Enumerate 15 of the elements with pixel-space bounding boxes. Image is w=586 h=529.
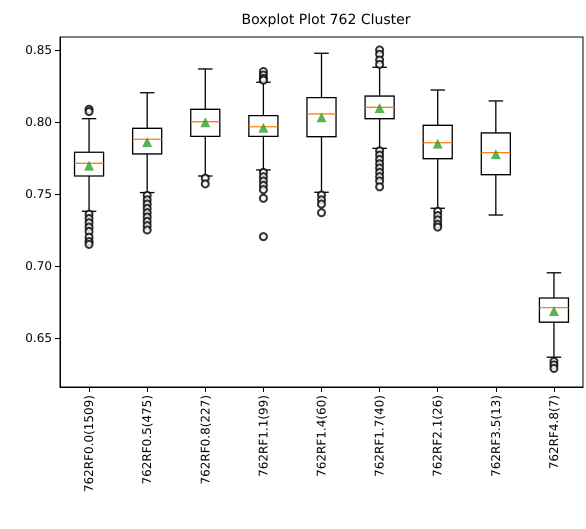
- y-tick-label: 0.80: [25, 114, 52, 129]
- x-tick-label: 762RF1.4(60): [314, 395, 328, 477]
- x-tick-label: 762RF0.8(227): [198, 395, 212, 484]
- x-tick-label: 762RF4.8(7): [546, 395, 561, 470]
- y-tick-label: 0.70: [25, 259, 52, 274]
- x-tick-label: 762RF3.5(13): [488, 395, 503, 477]
- x-tick-label: 762RF0.5(475): [140, 395, 154, 484]
- y-tick-label: 0.65: [25, 331, 52, 346]
- x-tick-label: 762RF2.1(26): [430, 395, 445, 477]
- y-tick-label: 0.85: [25, 42, 52, 57]
- chart-title: Boxplot Plot 762 Cluster: [241, 12, 411, 28]
- x-tick-label: 762RF1.7(40): [372, 395, 387, 477]
- x-tick-label: 762RF0.0(1509): [82, 395, 96, 492]
- x-tick-label: 762RF1.1(99): [256, 395, 270, 477]
- y-tick-label: 0.75: [25, 186, 52, 201]
